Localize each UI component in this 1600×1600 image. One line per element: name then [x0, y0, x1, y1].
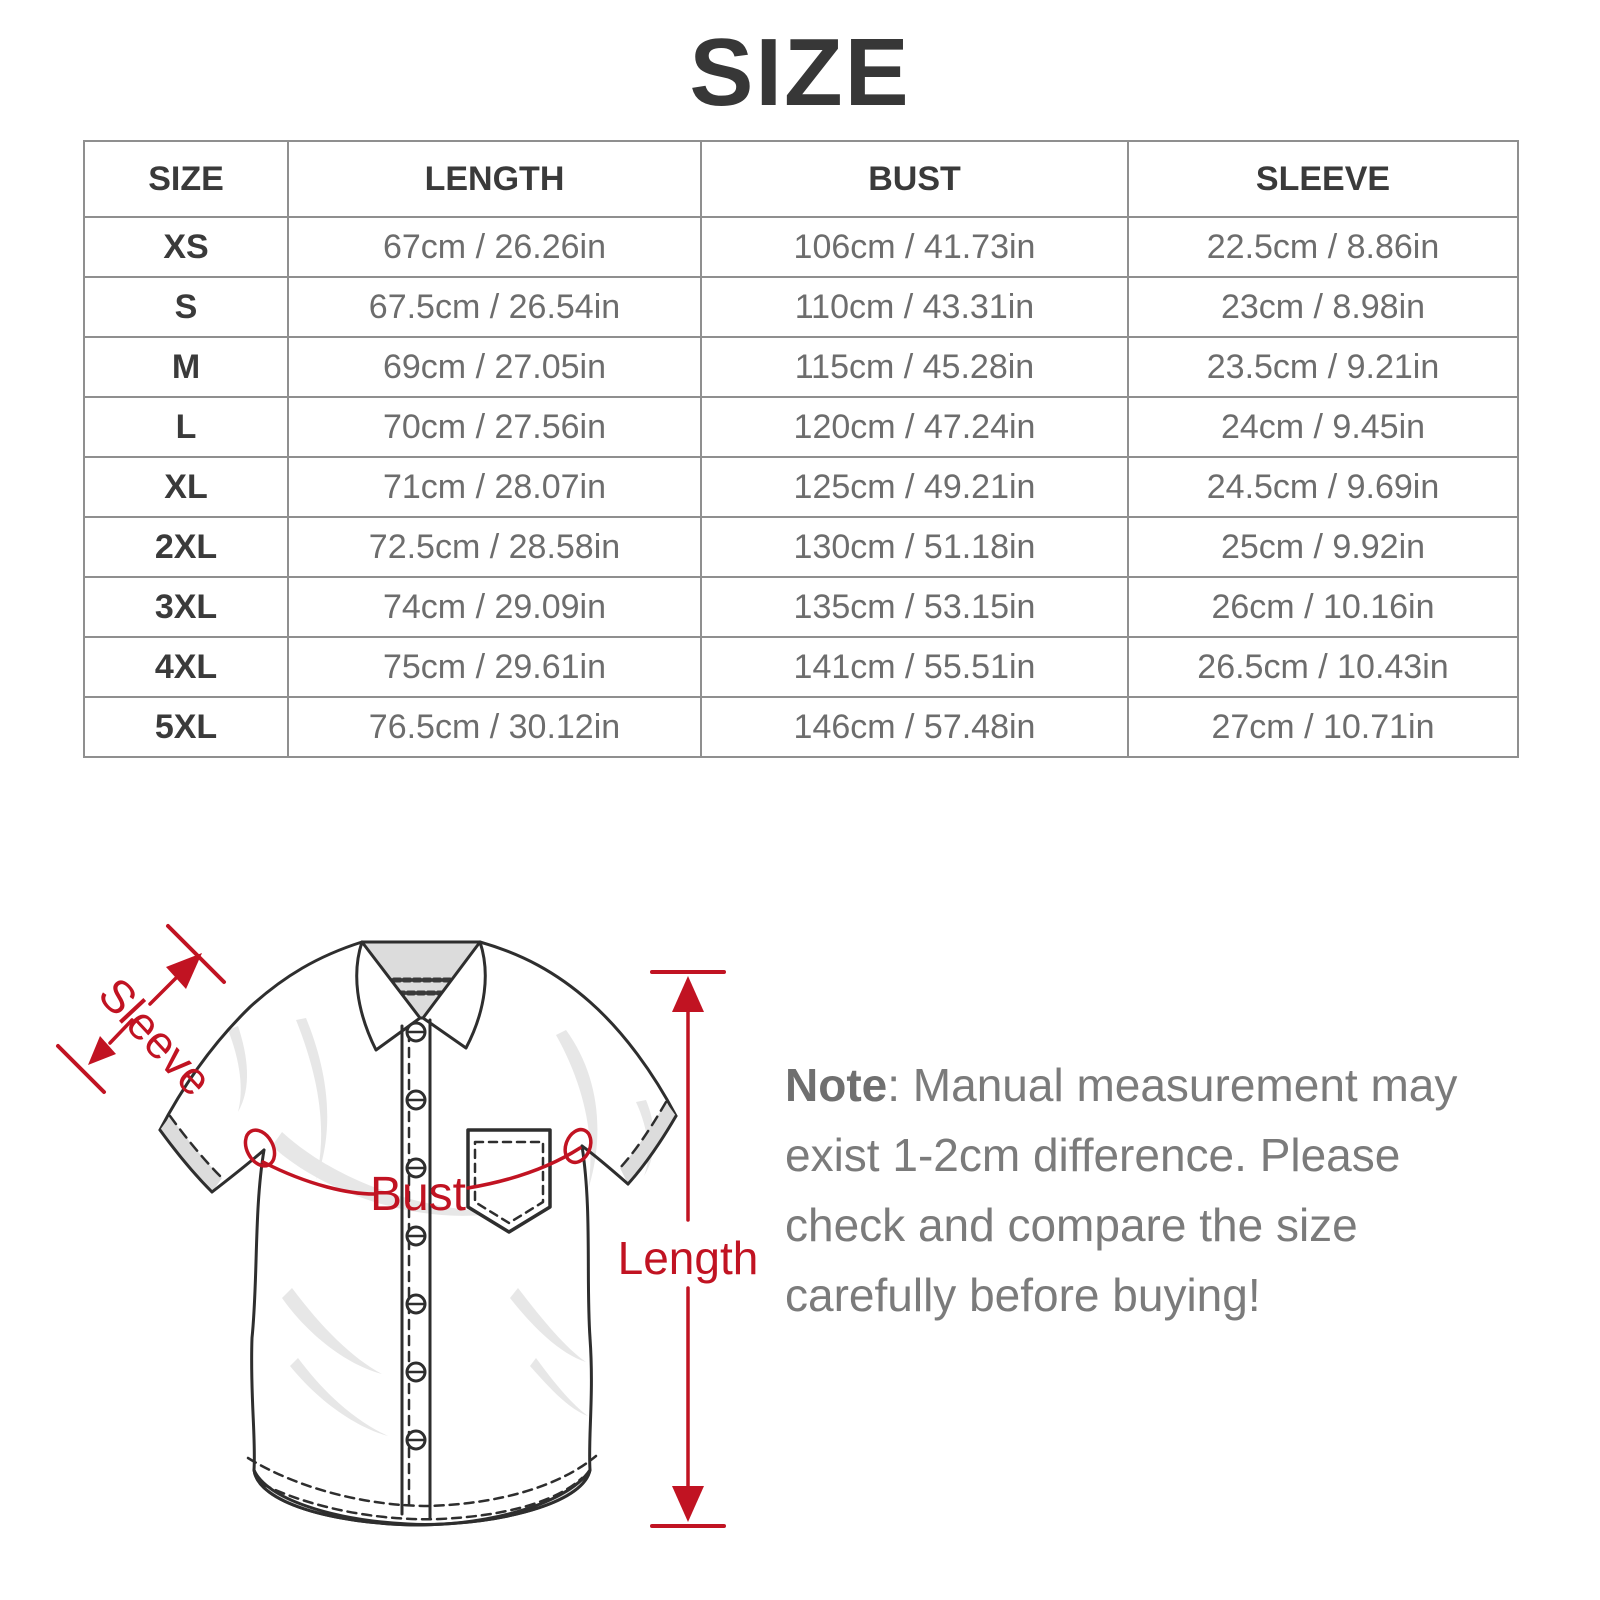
button-row [405, 1021, 427, 1451]
cell-sleeve: 27cm / 10.71in [1127, 696, 1519, 758]
cell-size: 4XL [83, 636, 289, 698]
collar-flap-left [355, 940, 422, 1052]
cell-bust: 130cm / 51.18in [700, 516, 1129, 578]
cell-length: 71cm / 28.07in [287, 456, 702, 518]
note-line: Note: Manual measurement may [785, 1050, 1485, 1120]
hem-underside [252, 1468, 592, 1527]
button [405, 1225, 427, 1247]
sleeve-arrow [56, 924, 226, 1094]
cell-bust: 146cm / 57.48in [700, 696, 1129, 758]
table-row: M 69cm / 27.05in 115cm / 45.28in 23.5cm … [83, 336, 1519, 398]
cell-sleeve: 26.5cm / 10.43in [1127, 636, 1519, 698]
shirt-measurement-diagram: Sleeve Bust Length [56, 924, 759, 1528]
page-title: SIZE [689, 19, 911, 126]
col-header-length: LENGTH [287, 140, 702, 218]
measurement-annotations [56, 924, 726, 1528]
collar-flap-right [421, 940, 487, 1050]
cell-bust: 106cm / 41.73in [700, 216, 1129, 278]
table-row: L 70cm / 27.56in 120cm / 47.24in 24cm / … [83, 396, 1519, 458]
length-label: Length [618, 1232, 759, 1284]
cell-sleeve: 26cm / 10.16in [1127, 576, 1519, 638]
cell-sleeve: 23cm / 8.98in [1127, 276, 1519, 338]
table-header-row: SIZE LENGTH BUST SLEEVE [83, 140, 1519, 218]
cell-length: 74cm / 29.09in [287, 576, 702, 638]
cell-size: 5XL [83, 696, 289, 758]
cell-sleeve: 24cm / 9.45in [1127, 396, 1519, 458]
sleeve-label: Sleeve [89, 967, 223, 1105]
cell-sleeve: 23.5cm / 9.21in [1127, 336, 1519, 398]
cell-size: S [83, 276, 289, 338]
shirt-outline [158, 940, 678, 1527]
cell-sleeve: 22.5cm / 8.86in [1127, 216, 1519, 278]
cell-bust: 110cm / 43.31in [700, 276, 1129, 338]
cell-size: 3XL [83, 576, 289, 638]
cell-length: 67cm / 26.26in [287, 216, 702, 278]
button [405, 1429, 427, 1451]
cell-length: 72.5cm / 28.58in [287, 516, 702, 578]
cell-size: XS [83, 216, 289, 278]
button [405, 1021, 427, 1043]
note-line: exist 1-2cm difference. Please [785, 1129, 1401, 1181]
cell-bust: 120cm / 47.24in [700, 396, 1129, 458]
button [405, 1361, 427, 1383]
bust-label: Bust [370, 1168, 466, 1221]
button [405, 1089, 427, 1111]
length-arrow [650, 970, 726, 1528]
cell-size: M [83, 336, 289, 398]
note-line-rest: : Manual measurement may [887, 1059, 1458, 1111]
cell-sleeve: 25cm / 9.92in [1127, 516, 1519, 578]
button [405, 1293, 427, 1315]
col-header-sleeve: SLEEVE [1127, 140, 1519, 218]
cell-size: XL [83, 456, 289, 518]
table-row: 4XL 75cm / 29.61in 141cm / 55.51in 26.5c… [83, 636, 1519, 698]
col-header-size: SIZE [83, 140, 289, 218]
note-line: carefully before buying! [785, 1269, 1261, 1321]
col-header-bust: BUST [700, 140, 1129, 218]
cell-length: 76.5cm / 30.12in [287, 696, 702, 758]
cell-bust: 135cm / 53.15in [700, 576, 1129, 638]
note-line: check and compare the size [785, 1199, 1358, 1251]
table-row: 2XL 72.5cm / 28.58in 130cm / 51.18in 25c… [83, 516, 1519, 578]
cell-sleeve: 24.5cm / 9.69in [1127, 456, 1519, 518]
table-row: XL 71cm / 28.07in 125cm / 49.21in 24.5cm… [83, 456, 1519, 518]
table-row: 3XL 74cm / 29.09in 135cm / 53.15in 26cm … [83, 576, 1519, 638]
cell-bust: 125cm / 49.21in [700, 456, 1129, 518]
cell-size: L [83, 396, 289, 458]
chest-pocket [466, 1128, 552, 1234]
note-prefix: Note [785, 1059, 888, 1111]
table-row: XS 67cm / 26.26in 106cm / 41.73in 22.5cm… [83, 216, 1519, 278]
note-text: Note: Manual measurement may exist 1-2cm… [785, 1050, 1485, 1330]
cell-bust: 141cm / 55.51in [700, 636, 1129, 698]
cell-length: 67.5cm / 26.54in [287, 276, 702, 338]
table-row: 5XL 76.5cm / 30.12in 146cm / 57.48in 27c… [83, 696, 1519, 758]
cell-bust: 115cm / 45.28in [700, 336, 1129, 398]
button [405, 1157, 427, 1179]
pocket-stitch [473, 1140, 545, 1225]
cell-length: 69cm / 27.05in [287, 336, 702, 398]
cell-length: 75cm / 29.61in [287, 636, 702, 698]
table-row: S 67.5cm / 26.54in 110cm / 43.31in 23cm … [83, 276, 1519, 338]
bust-curve [243, 1127, 593, 1196]
size-table: SIZE LENGTH BUST SLEEVE XS 67cm / 26.26i… [83, 140, 1519, 758]
cell-length: 70cm / 27.56in [287, 396, 702, 458]
cell-size: 2XL [83, 516, 289, 578]
